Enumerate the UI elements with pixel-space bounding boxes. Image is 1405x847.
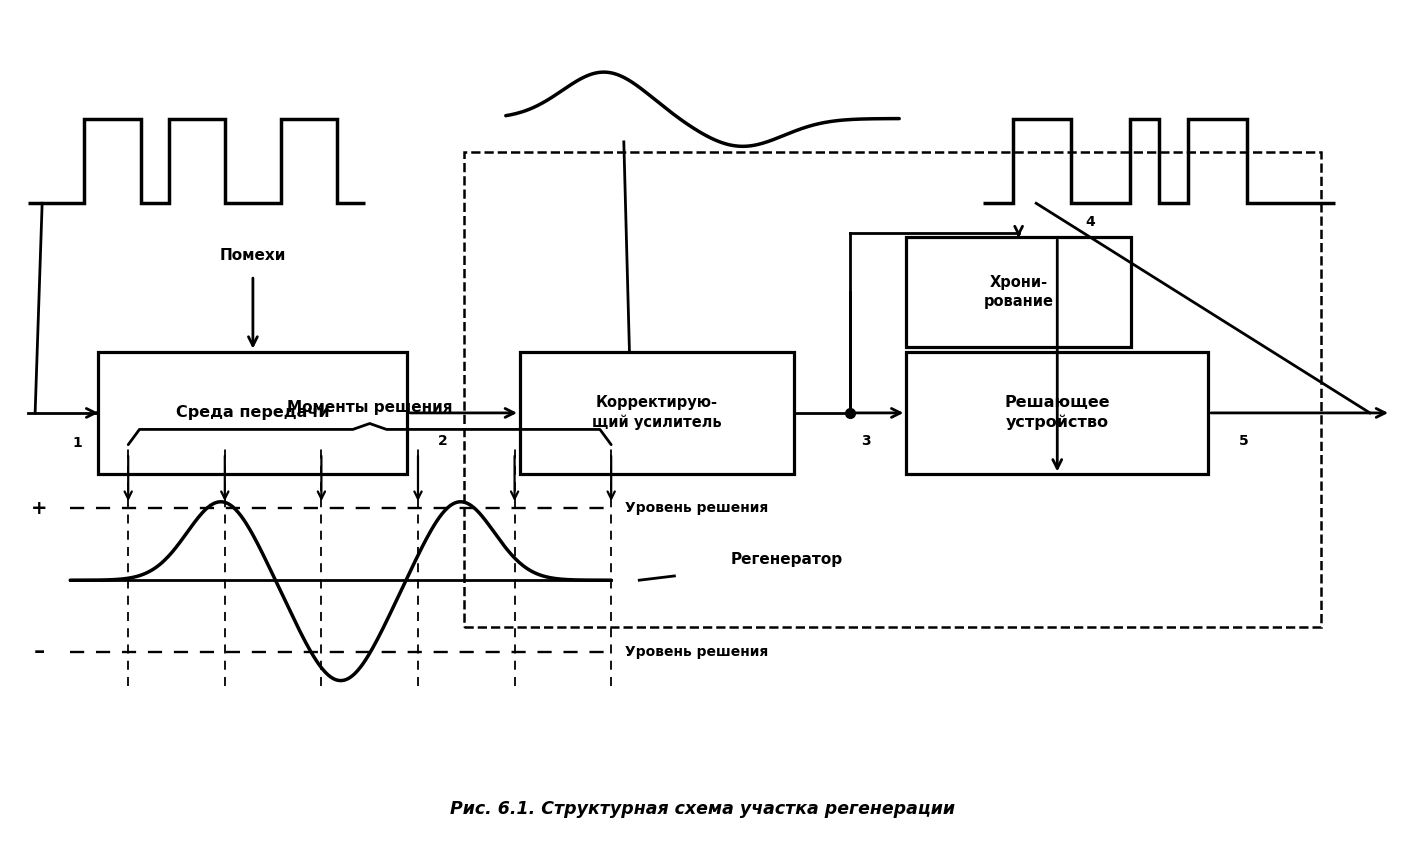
Text: Регенератор: Регенератор xyxy=(731,551,843,567)
Text: +: + xyxy=(31,499,48,518)
Text: Уровень решения: Уровень решения xyxy=(625,501,769,515)
Text: Решающее
устройство: Решающее устройство xyxy=(1005,396,1110,430)
Text: 1: 1 xyxy=(73,435,81,450)
Text: Рис. 6.1. Структурная схема участка регенерации: Рис. 6.1. Структурная схема участка реге… xyxy=(450,800,955,818)
Text: Хрони-
рование: Хрони- рование xyxy=(983,275,1054,309)
Bar xyxy=(906,352,1208,474)
Bar xyxy=(98,352,407,474)
Text: Помехи: Помехи xyxy=(219,247,287,263)
Text: 4: 4 xyxy=(1086,214,1094,229)
Text: 3: 3 xyxy=(861,434,871,448)
Bar xyxy=(464,152,1321,627)
Text: Уровень решения: Уровень решения xyxy=(625,645,769,659)
Text: 2: 2 xyxy=(438,434,447,448)
Text: Среда передачи: Среда передачи xyxy=(176,406,330,420)
Bar xyxy=(906,237,1131,347)
Text: Корректирую-
щий усилитель: Корректирую- щий усилитель xyxy=(592,396,722,430)
Text: 5: 5 xyxy=(1239,434,1248,448)
Text: –: – xyxy=(34,642,45,662)
Text: Моменты решения: Моменты решения xyxy=(287,400,452,415)
Bar xyxy=(520,352,794,474)
